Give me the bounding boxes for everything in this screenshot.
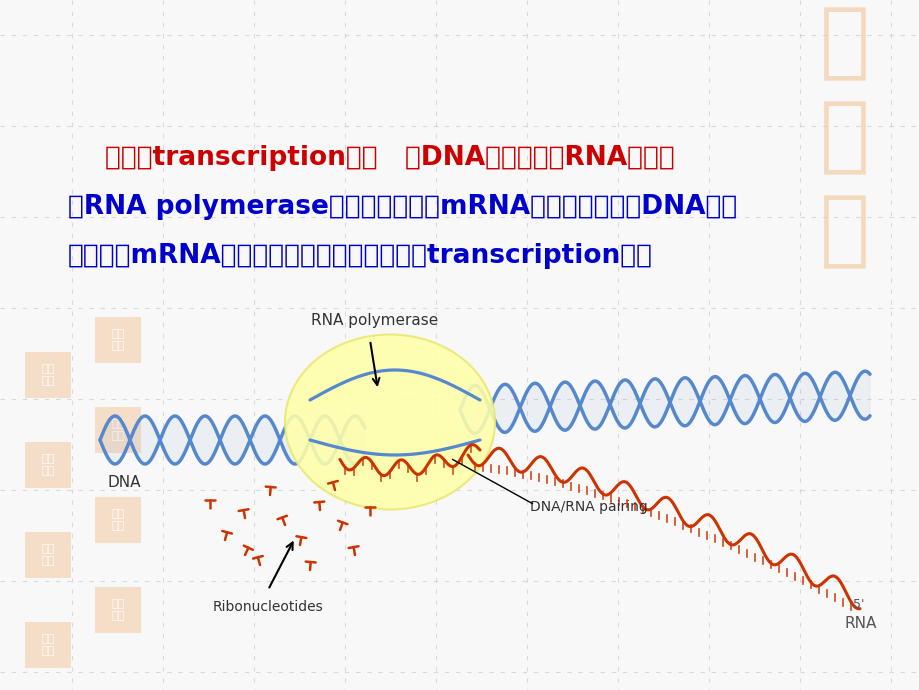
FancyBboxPatch shape [95, 407, 141, 453]
FancyBboxPatch shape [95, 587, 141, 633]
FancyBboxPatch shape [95, 497, 141, 543]
Text: RNA: RNA [844, 616, 877, 631]
Text: 5': 5' [852, 598, 864, 611]
Text: 吉祥
如意: 吉祥 如意 [41, 454, 54, 476]
Text: 吉祥
如意: 吉祥 如意 [111, 420, 124, 441]
Text: 吉祥
如意: 吉祥 如意 [41, 634, 54, 656]
Text: 吉祥
如意: 吉祥 如意 [41, 544, 54, 566]
Text: （RNA polymerase）的作用下合成mRNA，将遗传信息们DNA分子: （RNA polymerase）的作用下合成mRNA，将遗传信息们DNA分子 [68, 194, 736, 220]
Text: 吉
祥
如
意: 吉 祥 如 意 [819, 0, 869, 271]
Text: RNA polymerase: RNA polymerase [311, 313, 438, 328]
Text: DNA: DNA [108, 475, 142, 490]
Text: 吉祥
如意: 吉祥 如意 [41, 364, 54, 386]
FancyBboxPatch shape [25, 442, 71, 488]
FancyBboxPatch shape [25, 622, 71, 668]
Ellipse shape [285, 335, 494, 509]
Text: 吉祥
如意: 吉祥 如意 [111, 599, 124, 621]
FancyBboxPatch shape [25, 532, 71, 578]
Text: Ribonucleotides: Ribonucleotides [212, 600, 323, 614]
FancyBboxPatch shape [25, 352, 71, 398]
Text: 吉祥
如意: 吉祥 如意 [111, 329, 124, 351]
Text: 吉祥
如意: 吉祥 如意 [111, 509, 124, 531]
Text: 转录（transcription）：   以DNA为模板，在RNA聚合酶: 转录（transcription）： 以DNA为模板，在RNA聚合酶 [105, 145, 674, 171]
FancyBboxPatch shape [95, 317, 141, 363]
Text: DNA/RNA pairing: DNA/RNA pairing [529, 500, 647, 514]
Text: 上转移到mRNA分子上，这一过程称为转录（transcription）。: 上转移到mRNA分子上，这一过程称为转录（transcription）。 [68, 243, 652, 269]
